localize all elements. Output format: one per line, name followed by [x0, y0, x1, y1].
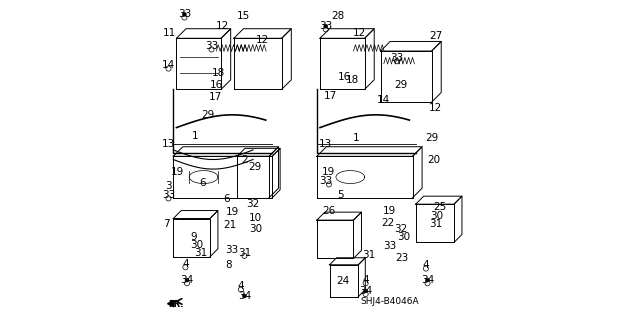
Text: 31: 31 [429, 219, 442, 229]
Circle shape [426, 278, 429, 282]
Text: 11: 11 [163, 28, 176, 39]
Text: 1: 1 [353, 133, 359, 143]
Text: 16: 16 [210, 79, 223, 90]
Circle shape [324, 24, 328, 28]
Text: 4: 4 [422, 260, 429, 271]
Text: 10: 10 [249, 212, 262, 223]
Text: 1: 1 [192, 130, 199, 141]
Circle shape [364, 289, 367, 293]
Text: 30: 30 [431, 211, 444, 221]
Text: 33: 33 [319, 176, 332, 186]
Text: 2: 2 [241, 155, 248, 165]
Text: 4: 4 [182, 259, 189, 269]
Text: 33: 33 [225, 245, 238, 256]
Text: 16: 16 [339, 72, 351, 82]
Text: 17: 17 [209, 92, 222, 102]
Text: 4: 4 [362, 275, 369, 285]
Text: 31: 31 [238, 248, 251, 258]
Text: 4: 4 [237, 281, 244, 292]
Text: 26: 26 [323, 206, 335, 216]
Text: 31: 31 [194, 248, 207, 258]
Text: 32: 32 [246, 199, 260, 209]
Text: 27: 27 [429, 31, 442, 41]
Text: 22: 22 [381, 218, 395, 228]
Text: 33: 33 [162, 190, 175, 200]
Text: 5: 5 [337, 190, 344, 200]
Circle shape [243, 294, 246, 298]
Text: 19: 19 [383, 206, 396, 216]
Text: 12: 12 [255, 35, 269, 45]
Polygon shape [168, 300, 174, 307]
Text: 34: 34 [238, 291, 251, 301]
Text: 30: 30 [249, 224, 262, 234]
Text: 15: 15 [237, 11, 250, 21]
Text: 33: 33 [319, 21, 332, 31]
Text: 3: 3 [165, 181, 172, 191]
Text: 21: 21 [223, 220, 237, 230]
Text: 17: 17 [324, 91, 337, 101]
Text: 33: 33 [205, 41, 218, 51]
Text: 29: 29 [202, 110, 215, 120]
Text: 34: 34 [359, 286, 372, 296]
Text: 13: 13 [162, 138, 175, 149]
Text: 18: 18 [346, 75, 360, 85]
Text: 33: 33 [178, 9, 191, 19]
Text: 6: 6 [199, 178, 206, 189]
Text: 6: 6 [223, 194, 230, 204]
Text: FR.: FR. [168, 300, 184, 309]
Text: 7: 7 [163, 219, 170, 229]
Text: 34: 34 [180, 275, 194, 285]
Text: 30: 30 [397, 232, 410, 242]
Text: 19: 19 [323, 167, 335, 177]
Text: 28: 28 [331, 11, 344, 21]
Text: 32: 32 [394, 224, 407, 234]
Text: 9: 9 [190, 232, 196, 242]
Text: 24: 24 [337, 276, 350, 286]
Text: 19: 19 [170, 167, 184, 177]
Text: 23: 23 [396, 253, 409, 263]
Text: 14: 14 [162, 60, 175, 70]
Text: 25: 25 [434, 202, 447, 212]
Text: 29: 29 [426, 133, 439, 143]
Text: 34: 34 [421, 275, 434, 285]
Text: 12: 12 [353, 27, 367, 38]
Text: 33: 33 [390, 53, 404, 63]
Text: 18: 18 [212, 68, 225, 78]
Text: 14: 14 [377, 94, 390, 105]
Circle shape [185, 278, 189, 282]
Text: 8: 8 [225, 260, 232, 271]
Text: 31: 31 [362, 249, 376, 260]
Text: 13: 13 [319, 139, 332, 149]
Text: 29: 29 [248, 161, 261, 172]
Text: 33: 33 [383, 241, 396, 251]
Circle shape [182, 12, 186, 16]
Text: 12: 12 [429, 103, 442, 113]
Text: 12: 12 [216, 20, 229, 31]
Text: SHJ4-B4046A: SHJ4-B4046A [361, 297, 419, 306]
Text: 30: 30 [191, 240, 204, 250]
Text: 20: 20 [428, 155, 440, 165]
Text: 29: 29 [394, 80, 407, 91]
Text: 19: 19 [226, 207, 239, 217]
